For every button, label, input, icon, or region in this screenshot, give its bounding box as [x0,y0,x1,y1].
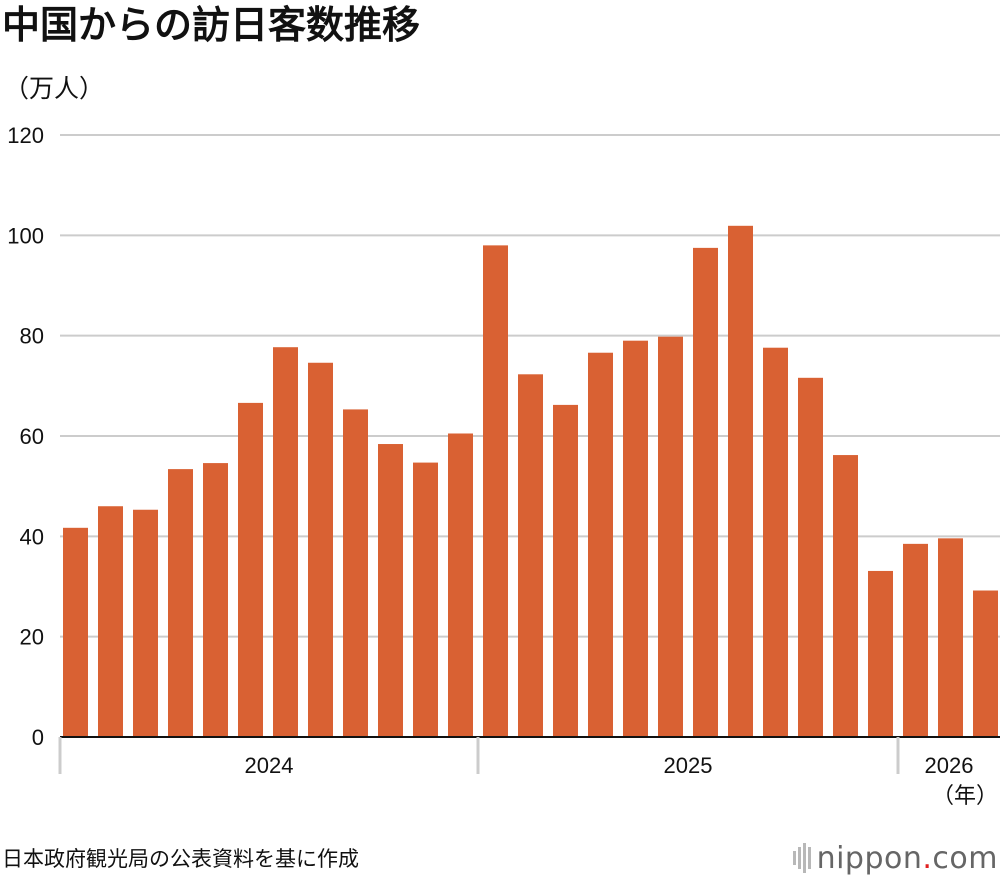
bar [98,506,123,737]
y-tick-label: 100 [7,223,44,248]
bar [238,402,263,737]
nippon-com-logo: nippon.com [792,838,998,878]
y-tick-label: 120 [7,123,44,148]
bar [973,590,998,737]
bar [728,225,753,737]
bar [833,455,858,737]
bar [63,527,88,737]
bar [693,247,718,737]
y-tick-label: 60 [20,424,44,449]
year-label: 2025 [664,753,713,778]
bar [483,245,508,737]
logo-text-right: com [932,840,998,876]
source-note: 日本政府観光局の公表資料を基に作成 [2,847,359,871]
y-axis-unit-label: （万人） [4,74,105,103]
x-axis-unit-label: （年） [932,784,998,809]
logo-dot: . [922,840,933,876]
bar [763,347,788,737]
bar [903,543,928,737]
year-label: 2026 [925,753,974,778]
y-tick-label: 80 [20,324,44,349]
logo-text-left: nippon [816,840,923,876]
bar [868,570,893,737]
bar [133,509,158,737]
y-tick-label: 0 [32,725,44,750]
bar [518,374,543,737]
logo-bars-icon [792,843,811,873]
bar [273,347,298,737]
bar [658,336,683,737]
bar [413,462,438,737]
bar [588,352,613,737]
bar [938,538,963,737]
bar [343,409,368,737]
bar-chart: 0 20 40 60 80 100 120 2024 2025 2026 （年） [7,123,1000,809]
y-tick-label: 20 [20,625,44,650]
year-label: 2024 [245,753,294,778]
bar [308,362,333,737]
bar [203,463,228,737]
bar [378,444,403,737]
bar [168,469,193,737]
y-tick-label: 40 [20,524,44,549]
bar [553,404,578,737]
bar [448,433,473,737]
bar [798,377,823,737]
chart-title: 中国からの訪日客数推移 [2,3,421,47]
bar [623,340,648,737]
